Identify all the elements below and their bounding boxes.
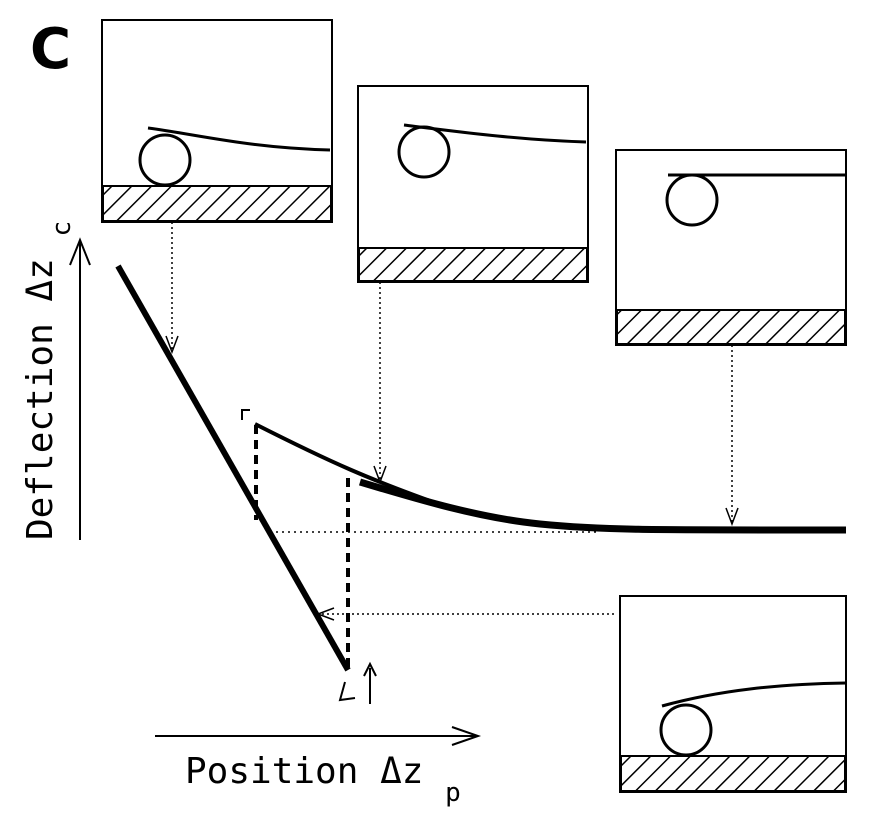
- x-axis-label: Position Δz p: [185, 751, 461, 808]
- contact-line: [115, 264, 351, 672]
- x-axis-arrow: [155, 726, 482, 746]
- panel-label: C: [30, 17, 72, 82]
- leader-free: [725, 345, 739, 527]
- y-axis-arrow: [69, 237, 91, 540]
- y-axis-label: Deflection Δz c: [20, 221, 77, 540]
- inset-retract-adhesion: [619, 595, 847, 793]
- inset-contact-bent: [101, 19, 333, 223]
- inset-free-cantilever: [615, 149, 847, 346]
- x-axis-label-subscript: p: [445, 778, 461, 808]
- y-axis-label-main: Deflection Δz: [20, 258, 61, 540]
- leader-contact: [165, 222, 179, 355]
- inset-near-contact: [357, 85, 589, 283]
- leader-retract: [315, 607, 614, 621]
- leader-near-contact: [373, 282, 387, 485]
- noncontact-curve-thick: [358, 478, 847, 534]
- noncontact-curve: [254, 422, 846, 532]
- y-axis-label-subscript: c: [47, 221, 77, 237]
- jump-in-marker: [241, 409, 250, 420]
- jump-off-arrow: [363, 661, 377, 704]
- jump-off-marker: [338, 681, 356, 702]
- x-axis-label-main: Position Δz: [185, 751, 423, 792]
